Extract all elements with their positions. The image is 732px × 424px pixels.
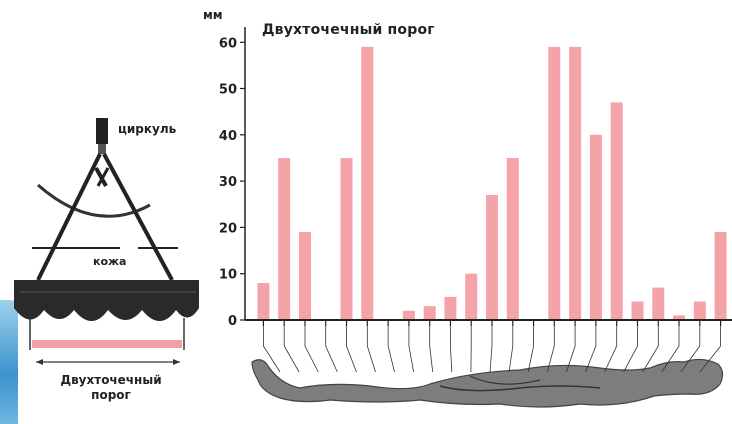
- chart-title: Двухточечный порог: [262, 22, 435, 38]
- compass-leg-right: [102, 153, 174, 281]
- bar-8: [423, 306, 436, 320]
- threshold-label: Двухточечный порог: [36, 373, 186, 403]
- bar-19: [652, 287, 665, 320]
- bar-22: [714, 232, 727, 320]
- guide-lines: [262, 326, 721, 373]
- guide-line-5: [366, 326, 376, 373]
- axes: 0 10 20 30 40 50 60: [219, 27, 732, 329]
- guide-line-4: [346, 326, 357, 373]
- guide-line-14: [546, 326, 555, 373]
- human-body-figure: [251, 358, 724, 408]
- y-tick-label-10: 10: [219, 268, 237, 283]
- bar-10: [465, 273, 478, 320]
- threshold-bracket: [32, 340, 182, 348]
- body-silhouette: [251, 358, 724, 408]
- bar-1: [278, 158, 291, 320]
- threshold-label-line1: Двухточечный: [60, 373, 162, 387]
- bar-21: [693, 301, 706, 320]
- compass-leg-left: [36, 153, 102, 281]
- y-axis-unit: мм: [203, 8, 223, 22]
- guide-line-7: [408, 326, 414, 373]
- y-tick-label-50: 50: [219, 83, 237, 98]
- guide-line-6: [387, 326, 395, 373]
- y-tick-label-30: 30: [219, 175, 237, 190]
- bar-14: [548, 46, 561, 321]
- bar-7: [402, 310, 415, 320]
- threshold-label-line2: порог: [91, 388, 131, 402]
- bars-group: [257, 46, 727, 321]
- bar-15: [569, 46, 582, 321]
- y-tick-label-60: 60: [219, 36, 237, 51]
- guide-line-20: [661, 326, 680, 373]
- y-tick-label-20: 20: [219, 221, 237, 236]
- skin-label: кожа: [93, 255, 127, 268]
- y-tick-label-0: 0: [228, 314, 237, 329]
- compass-illustration: [14, 118, 199, 365]
- guide-line-17: [604, 326, 618, 373]
- guide-line-0: [262, 326, 281, 373]
- guide-line-2: [304, 326, 319, 373]
- guide-line-12: [508, 326, 514, 373]
- guide-line-3: [325, 326, 338, 373]
- guide-line-1: [283, 326, 300, 373]
- bar-0: [257, 283, 270, 320]
- guide-line-16: [585, 326, 597, 373]
- y-tick-label-40: 40: [219, 129, 237, 144]
- guide-line-22: [699, 326, 721, 373]
- bar-9: [444, 296, 457, 320]
- compass-arc: [37, 183, 151, 218]
- guide-line-19: [642, 326, 659, 373]
- bar-2: [299, 232, 311, 320]
- bar-4: [340, 158, 353, 320]
- bar-17: [610, 102, 623, 321]
- bar-16: [589, 134, 602, 320]
- compass-label: циркуль: [118, 122, 177, 136]
- guide-line-11: [489, 326, 493, 373]
- guide-line-21: [680, 326, 701, 373]
- edge-decoration: [0, 300, 18, 424]
- guide-line-18: [623, 326, 638, 373]
- bar-11: [486, 195, 498, 320]
- guide-line-13: [527, 326, 534, 373]
- bar-18: [631, 301, 644, 320]
- guide-line-9: [449, 326, 453, 373]
- guide-line-15: [566, 326, 576, 373]
- bar-20: [673, 315, 685, 320]
- compass-handle: [96, 118, 108, 144]
- guide-line-8: [429, 326, 434, 373]
- skin-band: [14, 280, 199, 308]
- bar-5: [361, 46, 374, 321]
- bar-12: [506, 158, 519, 320]
